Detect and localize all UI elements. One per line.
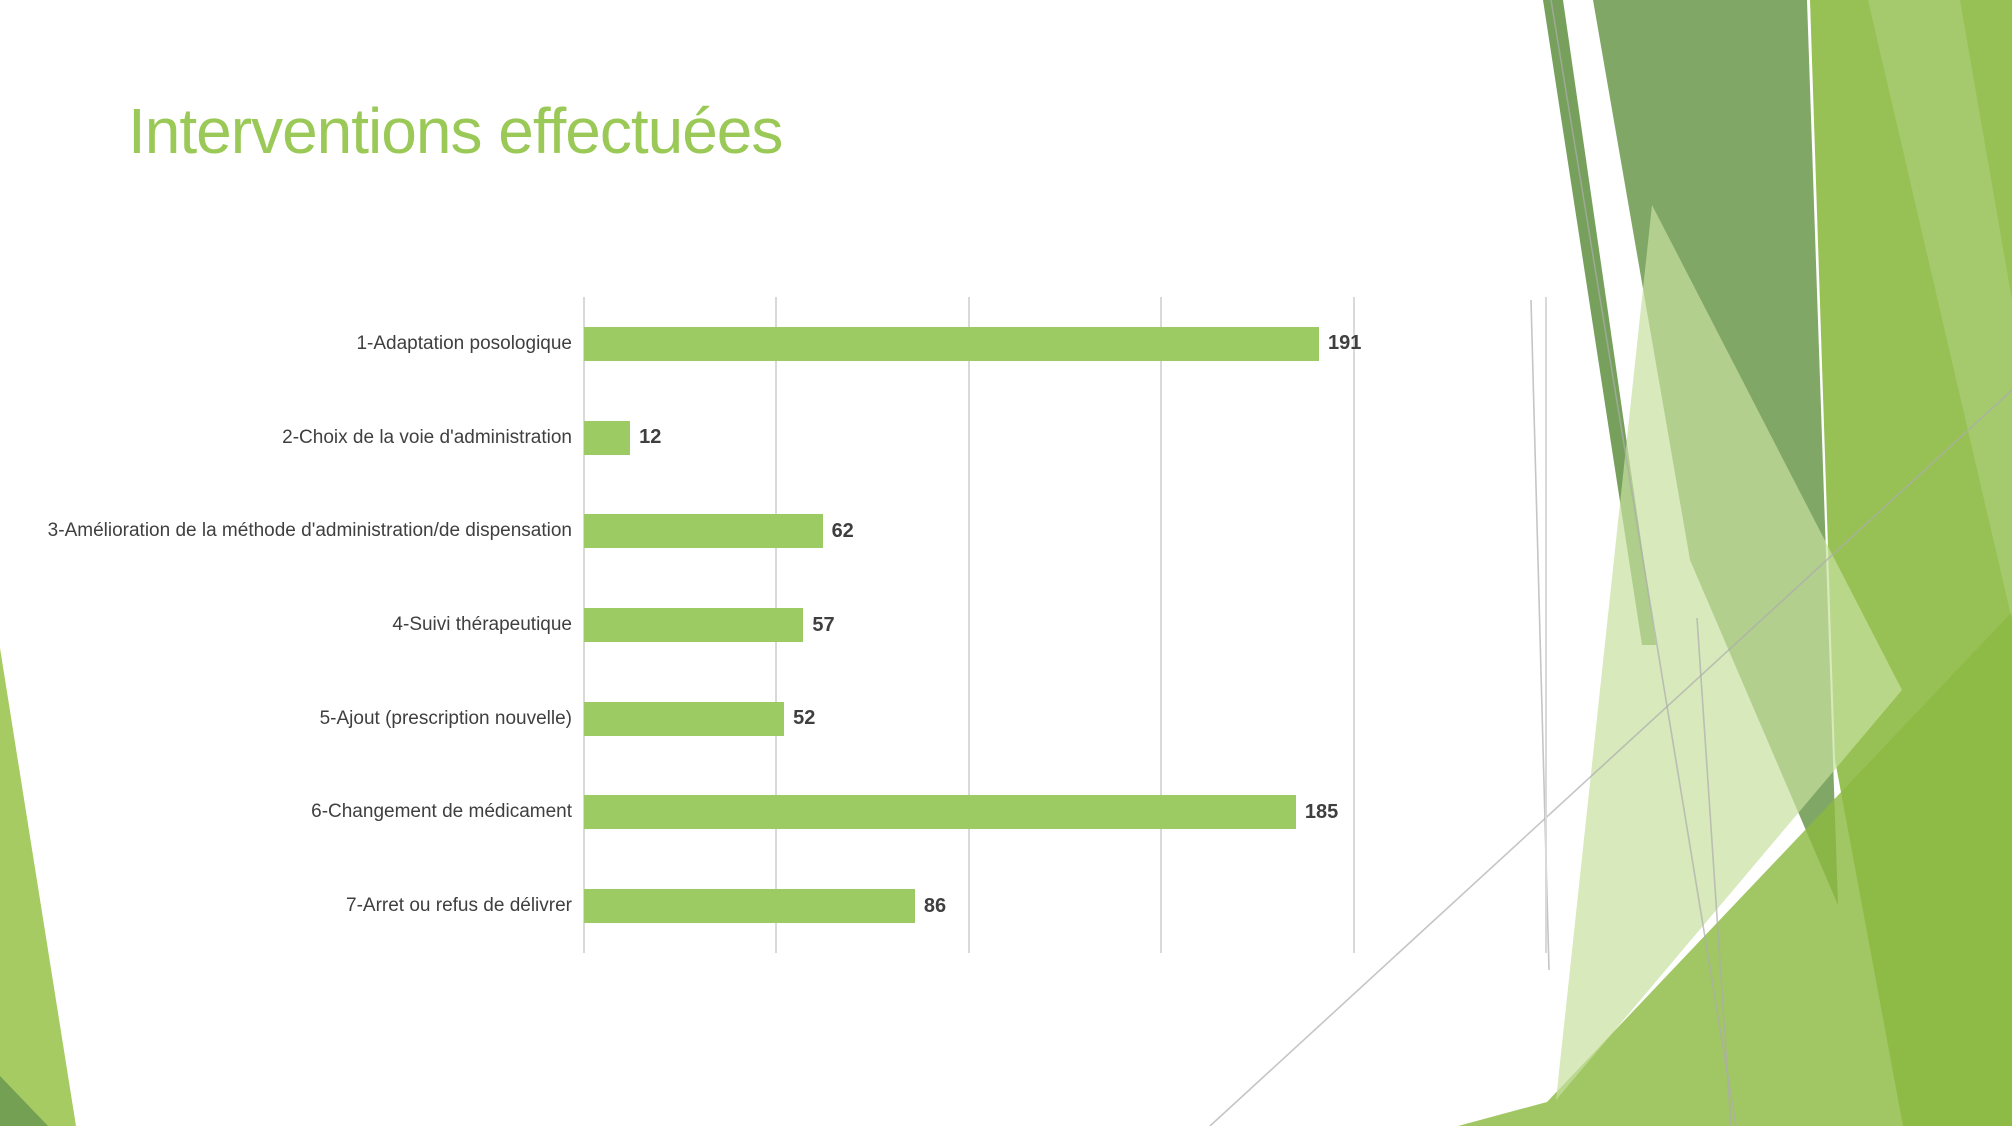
chart-row: 5-Ajout (prescription nouvelle) 52 (0, 672, 1546, 766)
bar (584, 889, 915, 924)
value-label: 62 (831, 519, 854, 542)
chart-rows: 1-Adaptation posologique 191 2-Choix de … (0, 297, 1546, 953)
gridline (1352, 297, 1355, 953)
bar-track: 62 (584, 514, 1546, 549)
value-label: 185 (1304, 800, 1339, 823)
hairline-1 (1550, 0, 1737, 1126)
facet-shape-corner-dark (0, 1076, 48, 1126)
category-label: 1-Adaptation posologique (356, 332, 572, 354)
bar-track: 86 (584, 889, 1546, 924)
bar-track: 191 (584, 326, 1546, 361)
hairline-2 (1209, 389, 2012, 1126)
category-label: 4-Suivi thérapeutique (392, 614, 572, 636)
bar (584, 514, 823, 549)
category-label: 6-Changement de médicament (311, 801, 572, 823)
chart-row: 6-Changement de médicament 185 (0, 766, 1546, 860)
chart-row: 3-Amélioration de la méthode d'administr… (0, 484, 1546, 578)
bar (584, 608, 804, 643)
bar-track: 12 (584, 420, 1546, 455)
bar-track: 57 (584, 608, 1546, 643)
category-label: 7-Arret ou refus de délivrer (346, 895, 572, 917)
chart-row: 4-Suivi thérapeutique 57 (0, 578, 1546, 672)
bar (584, 326, 1319, 361)
chart-row: 1-Adaptation posologique 191 (0, 297, 1546, 391)
category-label: 2-Choix de la voie d'administration (282, 426, 572, 448)
facet-shape-bottom (1458, 612, 2012, 1126)
bar-track: 52 (584, 701, 1546, 736)
value-label: 12 (639, 426, 662, 449)
gridline (1545, 297, 1547, 953)
gridline (1160, 297, 1163, 953)
hairline-4 (1696, 617, 1732, 1126)
bar (584, 795, 1296, 830)
bar-chart: 1-Adaptation posologique 191 2-Choix de … (0, 297, 1547, 953)
bar (584, 420, 631, 455)
facet-shape-light-band (1868, 0, 2012, 620)
value-label: 86 (923, 894, 947, 917)
bar-track: 185 (584, 795, 1546, 830)
value-label: 57 (812, 613, 835, 636)
bar (584, 701, 785, 736)
gridline (967, 297, 970, 953)
value-label: 52 (793, 707, 816, 730)
value-label: 191 (1327, 332, 1362, 355)
facet-shape-corner-wedge (0, 648, 76, 1126)
facet-shape-pale (1556, 205, 1902, 1100)
chart-row: 2-Choix de la voie d'administration 12 (0, 391, 1546, 485)
chart-row: 7-Arret ou refus de délivrer 86 (0, 859, 1546, 953)
category-label: 3-Amélioration de la méthode d'administr… (47, 520, 572, 542)
category-label: 5-Ajout (prescription nouvelle) (319, 707, 572, 729)
slide-title: Interventions effectuées (128, 95, 783, 167)
